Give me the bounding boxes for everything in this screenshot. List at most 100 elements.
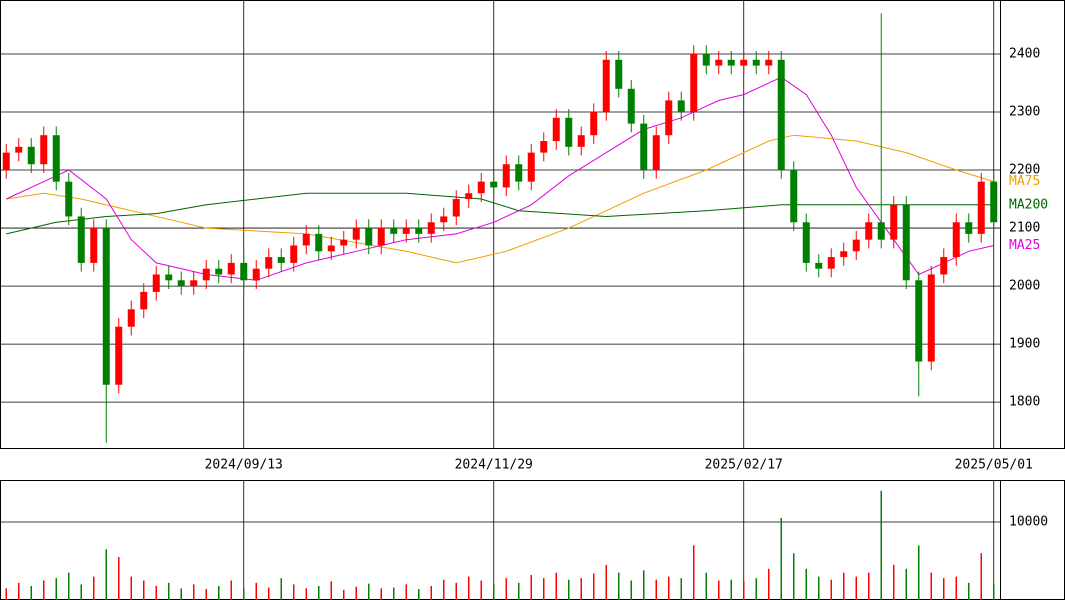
candle-body (940, 257, 948, 275)
y-tick-label: 2200 (1009, 163, 1040, 178)
candle-body (152, 274, 160, 292)
candle-body (90, 228, 98, 263)
candle-body (927, 274, 935, 362)
candle-body (190, 280, 198, 287)
candle-body (627, 88, 635, 124)
candle-body (440, 216, 448, 223)
candle-body (890, 204, 898, 240)
x-tick-label: 2025/05/01 (955, 458, 1033, 473)
candle-body (227, 262, 235, 275)
candle-body (552, 117, 560, 142)
candle-body (952, 222, 960, 258)
y-tick-label: 2400 (1009, 46, 1040, 61)
candle-body (615, 59, 623, 89)
candle-body (340, 239, 348, 246)
candle-body (527, 152, 535, 182)
candle-body (827, 257, 835, 269)
candle-body (140, 291, 148, 310)
candle-body (427, 222, 435, 234)
candle-body (965, 222, 973, 234)
x-tick-label: 2025/02/17 (705, 458, 783, 473)
candle-body (402, 228, 410, 234)
candle-body (690, 53, 698, 112)
candle-body (265, 257, 273, 269)
candle-body (877, 222, 885, 240)
candle-body (77, 216, 85, 263)
candle-body (465, 193, 473, 200)
candle-body (365, 228, 373, 246)
candle-body (277, 257, 285, 263)
candle-body (15, 146, 23, 153)
candle-body (115, 326, 123, 385)
y-tick-label: 2300 (1009, 105, 1040, 120)
legend-label: MA75 (1009, 174, 1040, 189)
candle-body (765, 59, 773, 66)
candle-body (390, 228, 398, 234)
legend-label: MA25 (1009, 238, 1040, 253)
candle-body (652, 135, 660, 171)
y-tick-label: 10000 (1009, 515, 1048, 530)
candle-body (27, 146, 35, 165)
candle-body (565, 117, 573, 147)
candle-body (702, 53, 710, 66)
candle-body (377, 228, 385, 246)
candle-body (577, 135, 585, 147)
candle-body (802, 222, 810, 263)
y-tick-label: 2100 (1009, 221, 1040, 236)
x-tick-label: 2024/11/29 (455, 458, 533, 473)
candle-body (352, 228, 360, 240)
y-tick-label: 1900 (1009, 337, 1040, 352)
candle-body (502, 164, 510, 188)
candle-body (102, 228, 110, 385)
candle-body (815, 262, 823, 269)
candle-body (177, 280, 185, 287)
candle-body (215, 268, 223, 275)
y-tick-label: 1800 (1009, 395, 1040, 410)
volume-frame (0, 480, 1065, 600)
candle-body (515, 164, 523, 182)
x-tick-label: 2024/09/13 (205, 458, 283, 473)
ma-line (6, 76, 994, 281)
candle-body (240, 262, 248, 281)
candle-body (302, 233, 310, 246)
candle-body (327, 245, 335, 252)
candle-body (165, 274, 173, 281)
candle-body (902, 204, 910, 281)
candle-body (415, 228, 423, 234)
candle-body (477, 181, 485, 194)
candle-body (540, 141, 548, 153)
candle-body (715, 59, 723, 66)
candle-body (640, 123, 648, 171)
y-tick-label: 2000 (1009, 279, 1040, 294)
candle-body (315, 233, 323, 252)
candle-body (127, 309, 135, 327)
candle-body (790, 170, 798, 223)
candle-body (915, 280, 923, 362)
ma-line (6, 134, 994, 264)
ma-line (6, 192, 994, 235)
candle-body (202, 268, 210, 281)
candle-body (977, 181, 985, 234)
candle-body (777, 59, 785, 171)
candle-body (840, 251, 848, 258)
candle-body (865, 222, 873, 240)
candle-body (602, 59, 610, 112)
candle-body (677, 100, 685, 112)
candle-body (590, 112, 598, 136)
candle-body (490, 181, 498, 188)
candle-body (990, 181, 998, 223)
candle-body (852, 239, 860, 252)
candle-body (727, 59, 735, 66)
candle-body (290, 245, 298, 263)
candle-body (2, 152, 10, 171)
candle-body (40, 135, 48, 165)
candle-body (52, 135, 60, 182)
candle-body (665, 100, 673, 136)
legend-label: MA200 (1009, 197, 1048, 212)
candle-body (740, 59, 748, 66)
candle-body (752, 59, 760, 66)
candle-body (65, 181, 73, 217)
candle-body (452, 199, 460, 217)
